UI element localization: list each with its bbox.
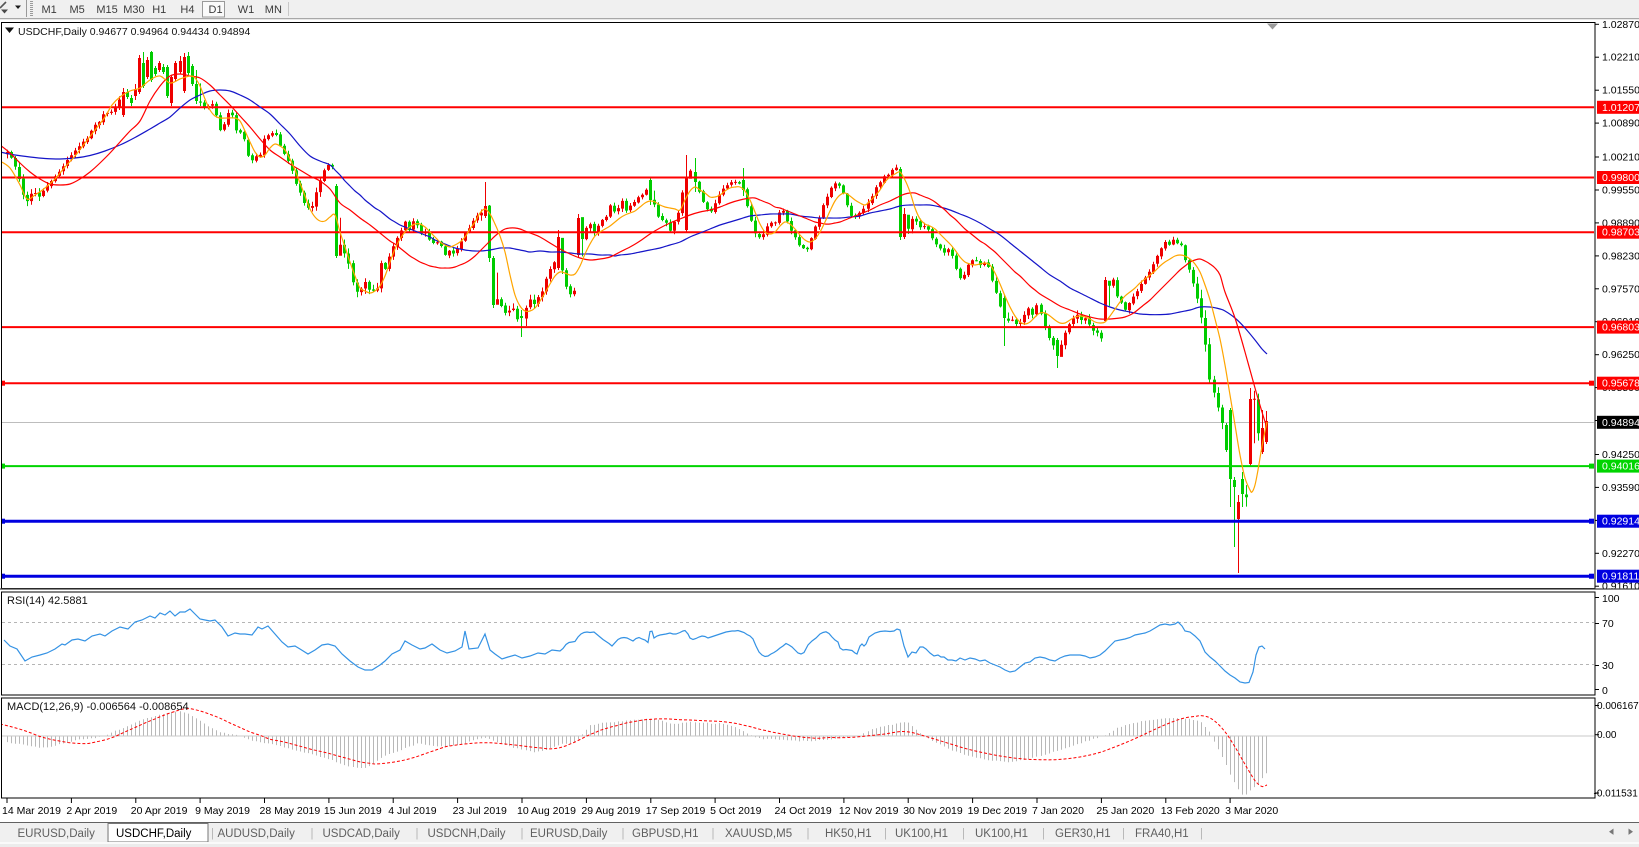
svg-text:0.99800: 0.99800 bbox=[1602, 172, 1639, 184]
svg-text:1.02870: 1.02870 bbox=[1602, 19, 1639, 31]
svg-text:1.00210: 1.00210 bbox=[1602, 152, 1639, 164]
svg-text:|: | bbox=[1122, 828, 1125, 840]
svg-text:UK100,H1: UK100,H1 bbox=[975, 828, 1028, 840]
svg-text:0.91811: 0.91811 bbox=[1602, 571, 1639, 583]
svg-text:FRA40,H1: FRA40,H1 bbox=[1135, 828, 1189, 840]
svg-text:0.00: 0.00 bbox=[1597, 730, 1617, 741]
svg-text:H4: H4 bbox=[180, 4, 194, 16]
svg-text:17 Sep 2019: 17 Sep 2019 bbox=[646, 805, 706, 817]
svg-text:24 Oct 2019: 24 Oct 2019 bbox=[775, 805, 832, 817]
svg-text:0.92914: 0.92914 bbox=[1602, 516, 1639, 528]
svg-text:|: | bbox=[712, 828, 715, 840]
svg-text:15 Jun 2019: 15 Jun 2019 bbox=[324, 805, 382, 817]
svg-text:|: | bbox=[1200, 828, 1203, 840]
svg-text:0: 0 bbox=[1602, 685, 1608, 697]
svg-text:USDCHF,Daily: USDCHF,Daily bbox=[116, 828, 192, 840]
svg-text:13 Feb 2020: 13 Feb 2020 bbox=[1161, 805, 1220, 817]
svg-text:0.98230: 0.98230 bbox=[1602, 250, 1639, 262]
svg-text:0.96250: 0.96250 bbox=[1602, 349, 1639, 361]
svg-text:0.98703: 0.98703 bbox=[1602, 227, 1639, 239]
svg-text:12 Nov 2019: 12 Nov 2019 bbox=[839, 805, 899, 817]
svg-text:M5: M5 bbox=[70, 4, 85, 16]
svg-text:M15: M15 bbox=[96, 4, 117, 16]
svg-text:14 Mar 2019: 14 Mar 2019 bbox=[2, 805, 61, 817]
svg-text:10 Aug 2019: 10 Aug 2019 bbox=[517, 805, 576, 817]
svg-text:25 Jan 2020: 25 Jan 2020 bbox=[1096, 805, 1154, 817]
svg-text:GBPUSD,H1: GBPUSD,H1 bbox=[632, 828, 698, 840]
svg-text:USDCAD,Daily: USDCAD,Daily bbox=[323, 828, 401, 840]
svg-text:0.94250: 0.94250 bbox=[1602, 449, 1639, 461]
svg-text:0.94016: 0.94016 bbox=[1602, 461, 1639, 473]
svg-text:|: | bbox=[107, 828, 110, 840]
svg-text:0.94894: 0.94894 bbox=[1602, 417, 1639, 429]
svg-text:0.97570: 0.97570 bbox=[1602, 283, 1639, 295]
svg-text:0.006167: 0.006167 bbox=[1597, 701, 1639, 712]
svg-text:5 Oct 2019: 5 Oct 2019 bbox=[710, 805, 762, 817]
svg-text:0.99550: 0.99550 bbox=[1602, 185, 1639, 197]
svg-text:100: 100 bbox=[1602, 593, 1620, 605]
svg-text:23 Jul 2019: 23 Jul 2019 bbox=[453, 805, 507, 817]
svg-text:HK50,H1: HK50,H1 bbox=[825, 828, 872, 840]
svg-text:MACD(12,26,9) -0.006564 -0.008: MACD(12,26,9) -0.006564 -0.008654 bbox=[7, 701, 189, 713]
svg-text:1.00890: 1.00890 bbox=[1602, 118, 1639, 130]
svg-text:28 May 2019: 28 May 2019 bbox=[260, 805, 321, 817]
svg-text:AUDUSD,Daily: AUDUSD,Daily bbox=[218, 828, 296, 840]
svg-text:GER30,H1: GER30,H1 bbox=[1055, 828, 1111, 840]
svg-text:|: | bbox=[311, 828, 314, 840]
svg-text:|: | bbox=[962, 828, 965, 840]
svg-text:2 Apr 2019: 2 Apr 2019 bbox=[66, 805, 117, 817]
svg-text:0.96803: 0.96803 bbox=[1602, 322, 1639, 334]
svg-text:MN: MN bbox=[265, 4, 282, 16]
svg-text:19 Dec 2019: 19 Dec 2019 bbox=[968, 805, 1028, 817]
svg-text:7 Jan 2020: 7 Jan 2020 bbox=[1032, 805, 1084, 817]
svg-text:|: | bbox=[211, 828, 214, 840]
svg-text:4 Jul 2019: 4 Jul 2019 bbox=[388, 805, 437, 817]
svg-text:30 Nov 2019: 30 Nov 2019 bbox=[903, 805, 963, 817]
svg-text:M1: M1 bbox=[42, 4, 57, 16]
svg-text:0.91610: 0.91610 bbox=[1602, 581, 1639, 593]
svg-text:USDCHF,Daily 0.94677 0.94964: USDCHF,Daily 0.94677 0.94964 0.94434 0.9… bbox=[18, 26, 250, 38]
svg-text:0.92270: 0.92270 bbox=[1602, 548, 1639, 560]
svg-text:D1: D1 bbox=[209, 4, 223, 16]
svg-text:1.01207: 1.01207 bbox=[1602, 102, 1639, 114]
svg-text:|: | bbox=[884, 828, 887, 840]
svg-text:70: 70 bbox=[1602, 618, 1614, 630]
svg-text:USDCNH,Daily: USDCNH,Daily bbox=[428, 828, 506, 840]
svg-text:UK100,H1: UK100,H1 bbox=[895, 828, 948, 840]
svg-text:XAUUSD,M5: XAUUSD,M5 bbox=[725, 828, 792, 840]
svg-text:|: | bbox=[416, 828, 419, 840]
svg-text:|: | bbox=[807, 828, 810, 840]
svg-text:20 Apr 2019: 20 Apr 2019 bbox=[131, 805, 188, 817]
svg-text:EURUSD,Daily: EURUSD,Daily bbox=[18, 828, 96, 840]
svg-text:|: | bbox=[521, 828, 524, 840]
svg-text:H1: H1 bbox=[152, 4, 166, 16]
svg-text:1.01550: 1.01550 bbox=[1602, 85, 1639, 97]
svg-text:1.02210: 1.02210 bbox=[1602, 52, 1639, 64]
svg-text:0.93590: 0.93590 bbox=[1602, 482, 1639, 494]
svg-text:29 Aug 2019: 29 Aug 2019 bbox=[581, 805, 640, 817]
svg-text:M30: M30 bbox=[123, 4, 144, 16]
svg-text:0.95678: 0.95678 bbox=[1602, 378, 1639, 390]
svg-text:30: 30 bbox=[1602, 660, 1614, 672]
svg-text:RSI(14) 42.5881: RSI(14) 42.5881 bbox=[7, 595, 88, 607]
svg-text:3 Mar 2020: 3 Mar 2020 bbox=[1225, 805, 1278, 817]
svg-text:EURUSD,Daily: EURUSD,Daily bbox=[530, 828, 608, 840]
svg-text:-0.011531: -0.011531 bbox=[1594, 789, 1639, 800]
svg-text:|: | bbox=[622, 828, 625, 840]
svg-text:9 May 2019: 9 May 2019 bbox=[195, 805, 250, 817]
svg-text:W1: W1 bbox=[238, 4, 255, 16]
svg-text:|: | bbox=[1042, 828, 1045, 840]
